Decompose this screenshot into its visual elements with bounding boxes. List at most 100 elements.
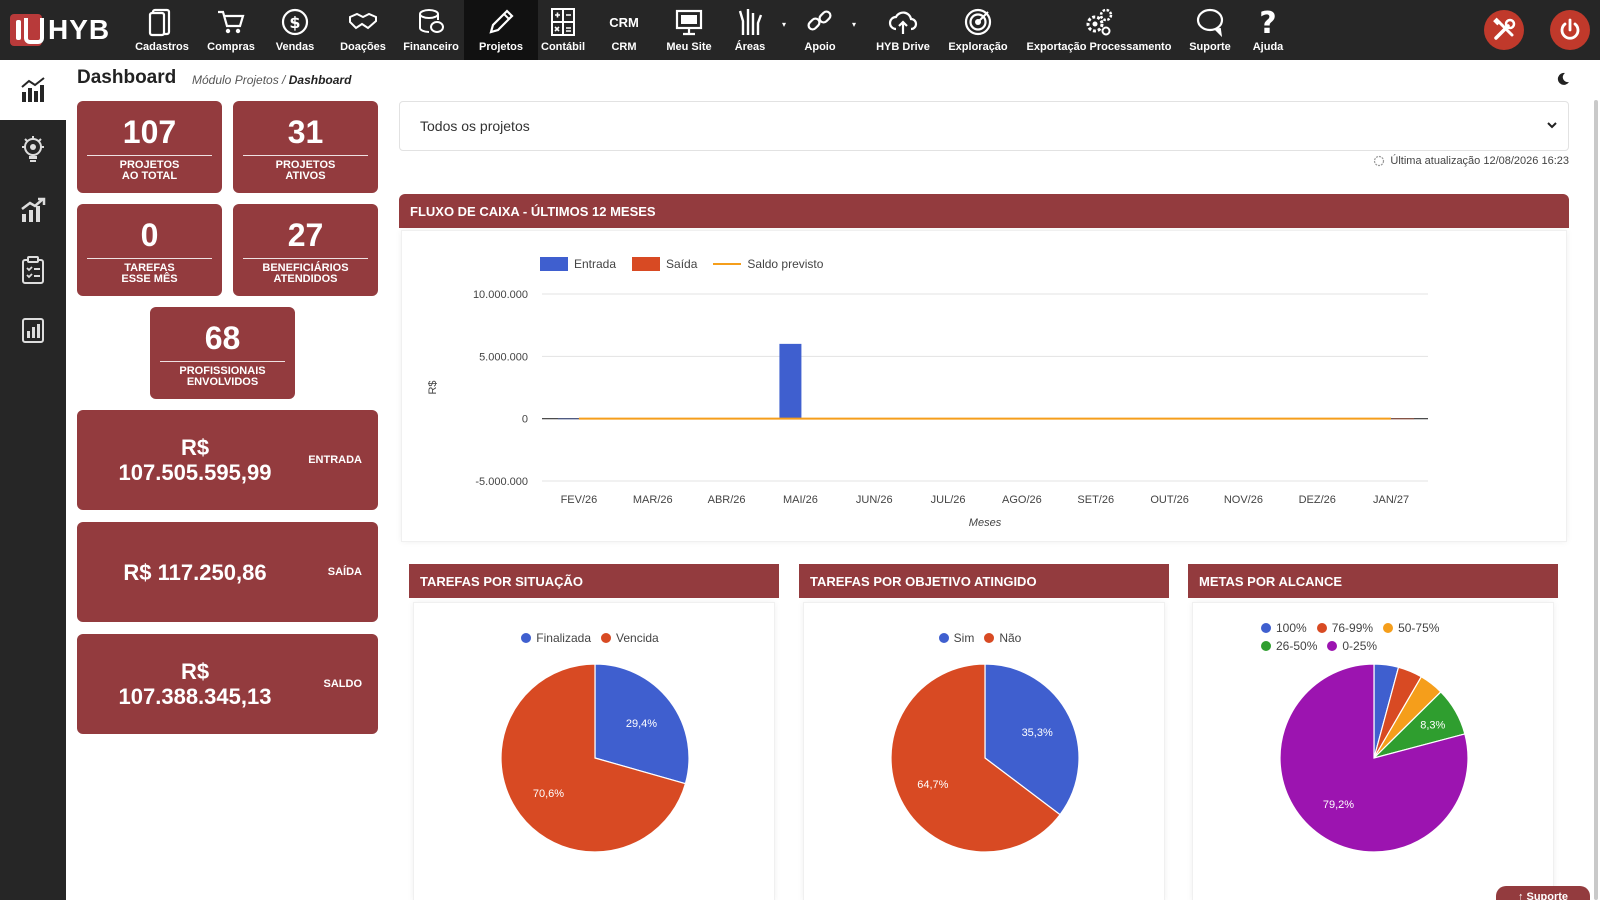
nav-item-compras[interactable]: Compras [200, 0, 262, 60]
y-tick-label: 0 [522, 414, 528, 426]
last-update-text: Última atualização 12/08/2026 16:23 [1390, 155, 1569, 167]
nav-item-suporte[interactable]: Suporte [1180, 0, 1240, 60]
handshake-icon [348, 6, 378, 38]
stat-label: TAREFAS [124, 262, 175, 274]
legend-label: Finalizada [536, 631, 591, 645]
stat-card-projetos-ativos: 31 PROJETOS ATIVOS [233, 101, 378, 193]
nav-label: Vendas [275, 41, 315, 53]
calculator-icon [548, 6, 578, 38]
legend-item-saldo-previsto[interactable]: Saldo previsto [713, 257, 823, 271]
legend-item-50-75[interactable]: 50-75% [1383, 619, 1439, 637]
legend-item-sa-da[interactable]: Saída [632, 257, 697, 271]
sidebar-item-reports[interactable] [0, 300, 66, 360]
legend-item-76-99[interactable]: 76-99% [1316, 619, 1374, 637]
sidebar-item-ideas[interactable] [0, 120, 66, 180]
nav-label: Contábil [541, 41, 585, 53]
refresh-icon[interactable] [1373, 155, 1385, 167]
nav-item-cadastros[interactable]: Cadastros [130, 0, 194, 60]
stat-value: 31 [287, 114, 324, 150]
hyb-logo-mark [10, 14, 44, 46]
x-tick-label: DEZ/26 [1299, 494, 1336, 506]
finance-card-entrada: R$ 107.505.595,99 ENTRADA [77, 410, 378, 510]
legend-item-entrada[interactable]: Entrada [540, 257, 616, 271]
pencil-icon [486, 6, 516, 38]
pie-slice-0-25 [1279, 663, 1469, 853]
breadcrumb-parent[interactable]: Módulo Projetos / [192, 73, 286, 87]
pie-data-label: 8,3% [1420, 719, 1445, 731]
nav-label: Exportação Processamento [1026, 41, 1172, 53]
sidebar-item-growth[interactable] [0, 180, 66, 240]
logout-button[interactable] [1550, 10, 1590, 50]
legend-item-sim[interactable]: Sim [938, 631, 974, 645]
x-axis-label: Meses [969, 517, 1002, 529]
panel-header-cashflow: FLUXO DE CAIXA - ÚLTIMOS 12 MESES [399, 194, 1569, 228]
legend-item-0-25[interactable]: 0-25% [1327, 637, 1377, 655]
nav-item-cont-bil[interactable]: Contábil [530, 0, 596, 60]
nav-item-projetos[interactable]: Projetos [464, 0, 538, 60]
nav-item-crm[interactable]: CRM CRM [600, 0, 648, 60]
legend-label: Vencida [616, 631, 659, 645]
finance-amount: R$ 117.250,86 [123, 559, 267, 585]
finance-label: ENTRADA [308, 454, 362, 466]
y-tick-label: 10.000.000 [473, 289, 528, 301]
stat-card-tarefas-mes: 0 TAREFAS ESSE MÊS [77, 204, 222, 296]
panel-header-tarefas-objetivo: TAREFAS POR OBJETIVO ATINGIDO [799, 564, 1169, 598]
currency-symbol: R$ [180, 435, 210, 460]
scrollbar[interactable] [1594, 100, 1598, 900]
crm-icon: CRM [609, 14, 639, 30]
monitor-icon [674, 6, 704, 38]
stat-label: AO TOTAL [121, 170, 178, 182]
tools-button[interactable] [1484, 10, 1524, 50]
tools-icon [1493, 17, 1516, 40]
legend-item-100[interactable]: 100% [1261, 619, 1307, 637]
question-icon: ? [1253, 6, 1283, 38]
nav-item--reas[interactable]: Áreas ▾ [724, 0, 786, 60]
pie-chart-tarefas-objetivo: 35,3% 64,7% [890, 663, 1080, 853]
panel-title: FLUXO DE CAIXA - ÚLTIMOS 12 MESES [410, 203, 656, 219]
gears-icon [1084, 6, 1114, 38]
bar-entrada [779, 343, 802, 419]
nav-item-vendas[interactable]: $ Vendas [268, 0, 322, 60]
nav-item-exporta-o-processamento[interactable]: Exportação Processamento [1020, 0, 1178, 60]
legend-item-n-o[interactable]: Não [984, 631, 1021, 645]
panel-header-metas-alcance: METAS POR ALCANCE [1188, 564, 1558, 598]
nav-item-ajuda[interactable]: ? Ajuda [1244, 0, 1292, 60]
x-tick-label: JUN/26 [856, 494, 893, 506]
nav-item-doa-es[interactable]: Doações [330, 0, 396, 60]
nav-label: Apoio [804, 41, 836, 53]
legend-item-finalizada[interactable]: Finalizada [521, 631, 591, 645]
stat-card-beneficiarios: 27 BENEFICIÁRIOS ATENDIDOS [233, 204, 378, 296]
legend-item-26-50[interactable]: 26-50% [1261, 637, 1317, 655]
panel-title: TAREFAS POR SITUAÇÃO [420, 573, 583, 589]
y-axis-label: R$ [427, 380, 439, 394]
nav-item-financeiro[interactable]: Financeiro [396, 0, 466, 60]
nav-label: Meu Site [666, 41, 712, 53]
sidebar-item-tasks[interactable] [0, 240, 66, 300]
legend-label: 50-75% [1398, 621, 1440, 635]
bar-entrada [557, 418, 580, 420]
support-tab[interactable]: ↑ Suporte [1496, 886, 1590, 900]
nav-label: Financeiro [403, 41, 459, 53]
finance-card-saida: R$ 117.250,86 SAÍDA [77, 522, 378, 622]
stat-label: ATENDIDOS [273, 273, 338, 285]
lightbulb-gear-icon [22, 136, 44, 162]
breadcrumb-current: Dashboard [288, 73, 352, 87]
file-icon [147, 6, 177, 38]
sidebar-item-dashboard[interactable] [0, 60, 66, 120]
nav-item-meu-site[interactable]: Meu Site [654, 0, 724, 60]
stat-label: ATIVOS [285, 170, 326, 182]
dark-mode-toggle-icon[interactable] [1556, 72, 1570, 86]
nav-item-hyb-drive[interactable]: HYB Drive [866, 0, 940, 60]
hyb-logo[interactable]: HYB [10, 10, 110, 50]
nav-item-apoio[interactable]: Apoio ▾ [794, 0, 856, 60]
report-icon [22, 318, 44, 343]
legend-item-vencida[interactable]: Vencida [601, 631, 659, 645]
legend-dot [521, 633, 532, 643]
nav-item-explora-o[interactable]: Exploração [940, 0, 1016, 60]
finance-amount: R$ 107.388.345,13 [77, 634, 313, 734]
divider [243, 258, 368, 259]
x-tick-label: FEV/26 [561, 494, 598, 506]
legend-label: 76-99% [1331, 621, 1374, 635]
legend-label: Saldo previsto [747, 257, 824, 271]
project-select[interactable]: Todos os projetos [399, 101, 1569, 151]
